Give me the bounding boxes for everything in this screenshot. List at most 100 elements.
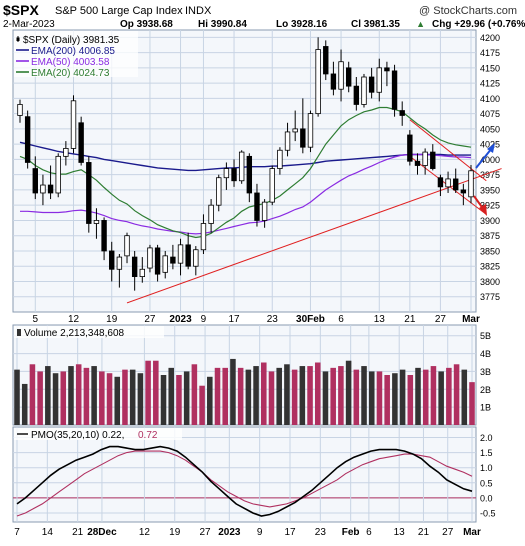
candle-body	[124, 235, 130, 257]
volume-bar	[253, 366, 259, 425]
volume-bar	[68, 366, 74, 425]
candle-body	[453, 178, 459, 191]
candle-body	[300, 128, 306, 148]
candle-body	[40, 184, 46, 194]
candle-body	[345, 67, 352, 87]
volume-bar	[75, 364, 82, 425]
pmo-signal-line	[16, 450, 473, 517]
candle	[116, 254, 123, 288]
candle	[315, 37, 321, 117]
pmo-x-tick-label: 2023	[218, 527, 241, 538]
candle-body	[391, 70, 398, 110]
volume-legend-entry: Volume 2,213,348,608	[24, 328, 125, 339]
candle-body	[131, 256, 138, 277]
pmo-x-tick-label: 7	[14, 527, 20, 538]
candle-body	[17, 104, 23, 116]
volume-y-tick-label: 5B	[480, 331, 491, 341]
index-name: S&P 500 Large Cap Index	[55, 5, 183, 17]
volume-legend-box	[14, 326, 164, 338]
volume-bar	[129, 369, 136, 425]
volume-legend: Volume 2,213,348,608	[14, 326, 164, 339]
volume-bar	[153, 360, 159, 425]
candle	[284, 122, 291, 157]
candle	[223, 162, 230, 190]
volume-legend-swatch	[17, 329, 21, 336]
candle	[208, 199, 214, 233]
candle	[170, 244, 176, 270]
price-y-tick-label: 3875	[480, 231, 500, 241]
pmo-legend: PMO(35,20,10) 0.22, 0.72	[14, 428, 182, 441]
pmo-y-tick-label: -0.5	[480, 508, 496, 518]
candle-body	[193, 249, 199, 267]
price-y-tick-label: 4075	[480, 109, 500, 119]
candle-body	[32, 168, 38, 194]
price-lines	[19, 106, 502, 304]
candle	[468, 164, 474, 204]
volume-bar	[330, 367, 336, 425]
candle-body	[238, 151, 245, 182]
candle	[368, 67, 375, 99]
volume-bar	[376, 371, 383, 425]
price-x-tick-label: 9	[201, 314, 207, 325]
volume-bar	[314, 362, 321, 425]
pmo-y-axis: 2.0 1.5 1.0 0.5 0.0 -0.5	[480, 433, 496, 518]
candle	[345, 61, 352, 93]
volume-y-tick-label: 1B	[480, 403, 491, 413]
candle	[63, 141, 69, 166]
candle-body	[216, 177, 222, 206]
candle	[407, 130, 413, 166]
volume-bar	[338, 366, 344, 425]
candle-body	[154, 247, 161, 275]
candle	[453, 168, 459, 193]
candle-body	[261, 201, 268, 221]
up-arrow-shaft	[475, 147, 493, 169]
price-x-tick-label: 2023	[169, 314, 192, 325]
pmo-x-axis: 7 14 21 28Dec 12 19 27 2023 9 17 23 Feb 6 13 21 27 Mar	[14, 527, 481, 538]
price-y-tick-label: 4050	[480, 124, 500, 134]
low-label: Lo 3928.16	[276, 19, 328, 30]
candle-body	[361, 76, 367, 105]
price-y-tick-label: 3800	[480, 277, 500, 287]
price-y-tick-label: 4000	[480, 155, 500, 165]
watermark: @ StockCharts.com	[419, 5, 517, 17]
price-x-tick-label: Mar	[462, 314, 480, 325]
candle	[24, 110, 31, 169]
candle-body	[200, 223, 207, 251]
volume-panel: 5B 4B 3B 2B 1B Volume 2,213,348,608	[12, 324, 491, 426]
volume-bar	[29, 364, 36, 425]
price-y-tick-label: 4150	[480, 63, 500, 73]
candle	[131, 250, 138, 291]
candle	[391, 64, 398, 117]
volume-y-tick-label: 3B	[480, 367, 491, 377]
candle	[430, 144, 436, 171]
candle	[246, 153, 253, 203]
candle	[238, 150, 245, 184]
volume-bar	[214, 367, 221, 425]
pmo-grid	[13, 427, 476, 522]
volume-bar	[230, 358, 236, 425]
candle-body	[430, 151, 436, 169]
high-label: Hi 3990.84	[198, 19, 247, 30]
price-y-tick-label: 4175	[480, 48, 500, 58]
candle	[269, 165, 275, 206]
candle-body	[162, 255, 168, 273]
ema200-line	[19, 141, 471, 172]
volume-bar	[191, 364, 198, 425]
volume-bar	[438, 371, 444, 425]
candle-body	[177, 244, 184, 264]
pmo-x-tick-label: 17	[284, 527, 296, 538]
pmo-x-tick-label: 27	[442, 527, 454, 538]
price-y-tick-label: 3775	[480, 292, 500, 302]
pmo-x-tick-label: 14	[42, 527, 54, 538]
volume-bar	[353, 369, 360, 425]
pmo-x-tick-label: 9	[257, 527, 263, 538]
price-y-axis: 4200 4175 4150 4125 4100 4075 4050 4025 4000 3975…	[480, 33, 500, 302]
volume-bar	[114, 376, 121, 425]
price-candles	[17, 37, 474, 291]
price-x-tick-label: 27	[144, 314, 156, 325]
volume-bar	[276, 367, 282, 425]
candle-body	[86, 162, 92, 224]
candle-body	[170, 256, 176, 264]
pmo-x-tick-label: 28Dec	[87, 527, 117, 538]
